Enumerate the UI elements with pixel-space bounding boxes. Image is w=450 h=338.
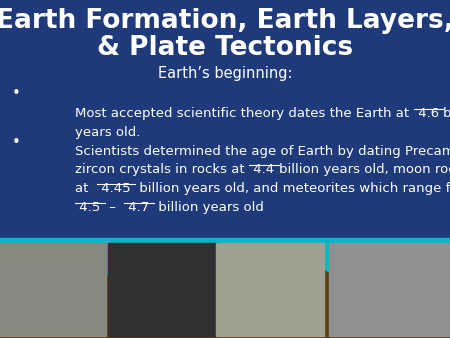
Text: years old.: years old. xyxy=(76,126,141,139)
Text: –: – xyxy=(105,201,124,214)
Text: 4.4: 4.4 xyxy=(249,163,279,176)
Text: •: • xyxy=(11,135,20,150)
Text: 4.7: 4.7 xyxy=(124,201,154,214)
Text: billion years old: billion years old xyxy=(154,201,264,214)
Bar xyxy=(0,238,450,338)
Text: 4.5: 4.5 xyxy=(76,201,105,214)
Text: zircon crystals in rocks at: zircon crystals in rocks at xyxy=(76,163,249,176)
Text: 4.6: 4.6 xyxy=(414,107,443,120)
Text: •: • xyxy=(11,86,20,101)
Text: billion years old, moon rocks: billion years old, moon rocks xyxy=(279,163,450,176)
Text: Scientists determined the age of Earth by dating Precambrian: Scientists determined the age of Earth b… xyxy=(76,145,450,158)
Text: billion years old, and meteorites which range from: billion years old, and meteorites which … xyxy=(135,182,450,195)
Text: 4.45: 4.45 xyxy=(97,182,135,195)
Bar xyxy=(216,243,324,336)
Bar xyxy=(0,243,106,336)
Polygon shape xyxy=(0,257,450,338)
Text: Earth Formation, Earth Layers,: Earth Formation, Earth Layers, xyxy=(0,8,450,34)
Text: Most accepted scientific theory dates the Earth at: Most accepted scientific theory dates th… xyxy=(76,107,414,120)
Bar xyxy=(328,243,450,336)
Bar xyxy=(108,243,218,336)
Text: & Plate Tectonics: & Plate Tectonics xyxy=(97,35,353,62)
Text: Earth’s beginning:: Earth’s beginning: xyxy=(158,66,292,80)
Text: billion: billion xyxy=(443,107,450,120)
Text: at: at xyxy=(76,182,97,195)
